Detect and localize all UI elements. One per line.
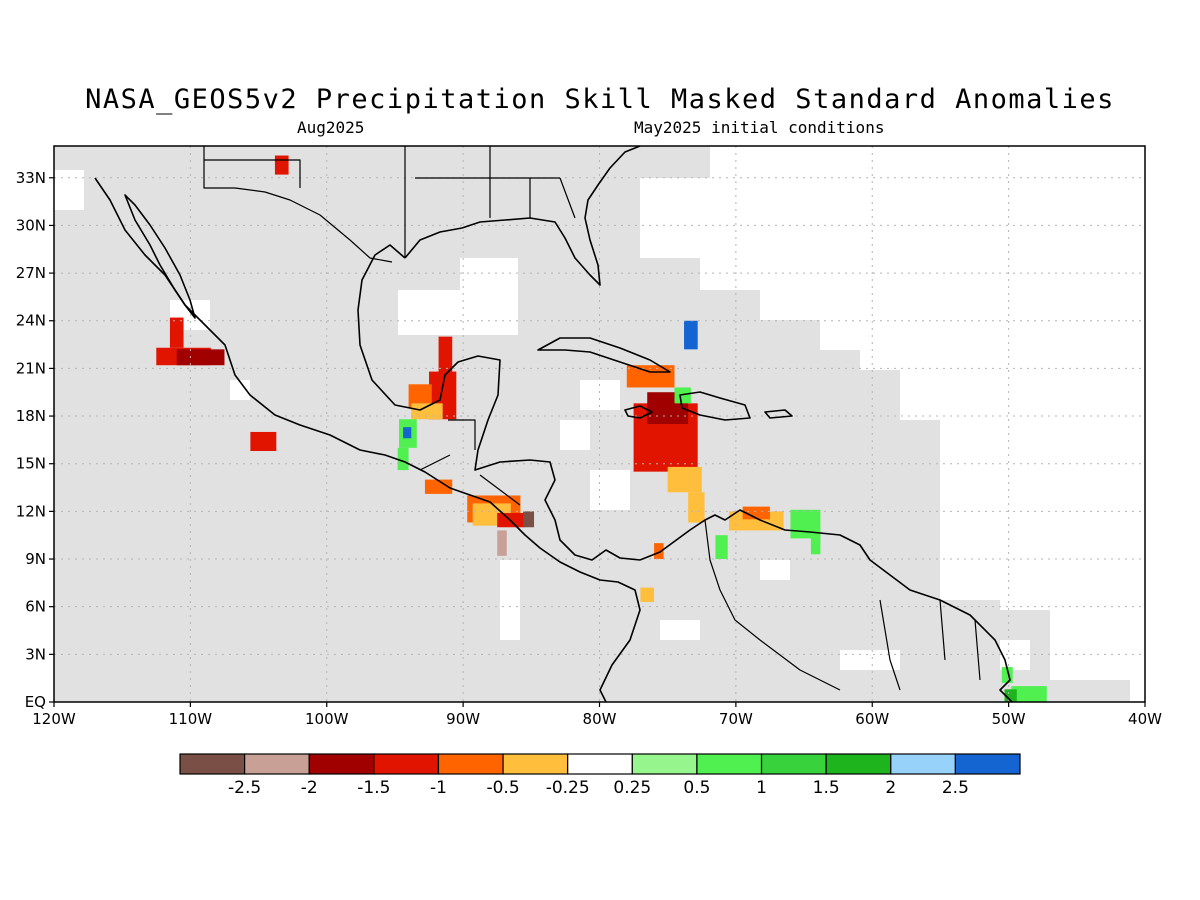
lon-tick-label: 60W [855, 710, 889, 728]
anomaly-patch-26 [810, 535, 821, 555]
anomaly-patch-24 [742, 506, 770, 520]
anomaly-patch-32 [1001, 667, 1013, 683]
anomaly-patch-7 [408, 384, 432, 409]
coast-jamaica [624, 405, 653, 419]
coast-south-america [639, 509, 1013, 702]
anomaly-patch-3 [250, 431, 277, 452]
valid-month-label: Aug2025 [297, 118, 365, 137]
border-us-states [204, 146, 576, 258]
coast-gulf [357, 244, 641, 561]
anomaly-patch-27 [684, 320, 698, 350]
anomaly-patch-8 [411, 403, 443, 420]
colorbar-label: 2.5 [942, 778, 969, 798]
coast-mexico-pacific [94, 177, 641, 702]
anomaly-patch-30 [654, 543, 664, 560]
colorbar-swatch [825, 753, 892, 775]
anomaly-patch-29 [715, 535, 728, 560]
lon-tick-label: 70W [719, 710, 753, 728]
lat-tick-label: 3N [25, 645, 46, 663]
anomaly-patch-11 [397, 447, 409, 471]
anomaly-patches [156, 155, 1047, 702]
colorbar-swatch [954, 753, 1021, 775]
lon-tick-label: 90W [446, 710, 480, 728]
border-us-mexico [203, 146, 393, 263]
lon-tick-label: 120W [32, 710, 76, 728]
border-central-america [419, 419, 521, 506]
coast-cuba [537, 337, 671, 373]
lon-tick-label: 80W [583, 710, 617, 728]
anomaly-patch-4 [274, 155, 289, 175]
anomaly-patch-22 [688, 492, 705, 523]
anomaly-patch-17 [497, 530, 507, 556]
mask-pacific-strip [420, 560, 520, 702]
colorbar-swatch [179, 753, 246, 775]
latitude-tick-labels: EQ 3N 6N 9N 12N 15N 18N 21N 24N 27N 30N 33N [16, 169, 54, 711]
lat-tick-label: 33N [16, 169, 46, 187]
anomaly-patch-25 [790, 509, 821, 539]
colorbar-swatch [502, 753, 569, 775]
lon-tick-label: 110W [169, 710, 213, 728]
anomaly-patch-10 [403, 427, 412, 439]
anomaly-patch-28 [674, 387, 691, 404]
map-title: NASA_GEOS5v2 Precipitation Skill Masked … [85, 84, 1115, 115]
lon-tick-label: 50W [992, 710, 1026, 728]
colorbar-label: -2 [301, 778, 318, 798]
colorbar-label: 1.5 [813, 778, 840, 798]
lat-tick-label: 18N [16, 407, 46, 425]
lat-tick-label: 30N [16, 216, 46, 234]
lon-tick-label: 100W [305, 710, 349, 728]
anomaly-patch-31 [640, 587, 655, 602]
colorbar-swatch [244, 753, 310, 775]
coast-hispaniola [679, 391, 751, 421]
colorbar-label: 0.5 [683, 778, 710, 798]
colorbar-swatch [760, 753, 827, 775]
coast-us-gulf [404, 146, 641, 286]
skill-mask-region [54, 146, 1130, 702]
colorbar-swatch [308, 753, 375, 775]
coastlines [94, 146, 1013, 702]
colorbar-swatch [567, 753, 633, 775]
colorbar-swatch [373, 753, 440, 775]
lat-tick-label: 24N [16, 312, 46, 330]
lat-lon-grid [54, 146, 1145, 702]
lat-tick-label: 15N [16, 455, 46, 473]
lon-tick-label: 40W [1128, 710, 1162, 728]
colorbar-swatch [696, 753, 763, 775]
border-south-america [704, 519, 981, 691]
coast-puerto-rico [764, 409, 793, 419]
lat-tick-label: 12N [16, 502, 46, 520]
initial-conditions-label: May2025 initial conditions [634, 118, 885, 137]
colorbar-swatch [437, 753, 504, 775]
colorbar-legend: -2.5 -2 -1.5 -1 -0.5 -0.25 0.25 0.5 1 1.5 2 2.5 [179, 753, 1021, 798]
colorbar-label: -1.5 [357, 778, 390, 798]
lat-tick-label: 9N [25, 550, 46, 568]
anomaly-patch-1 [169, 317, 184, 348]
colorbar-label: 1 [756, 778, 767, 798]
anomaly-patch-2 [176, 349, 225, 366]
longitude-tick-labels: 120W 110W 100W 90W 80W 70W 60W 50W 40W [32, 702, 1162, 728]
lat-tick-label: EQ [25, 693, 46, 711]
colorbar-swatch [631, 753, 698, 775]
anomaly-patch-33 [1011, 686, 1047, 702]
lat-tick-label: 6N [25, 598, 46, 616]
lat-tick-label: 21N [16, 359, 46, 377]
lat-tick-label: 27N [16, 264, 46, 282]
colorbar-label: -1 [430, 778, 447, 798]
mask-south-america [600, 540, 1130, 702]
colorbar-label: -0.25 [546, 778, 590, 798]
anomaly-patch-21 [667, 466, 702, 493]
colorbar-label: -0.5 [486, 778, 519, 798]
colorbar-label: 0.25 [613, 778, 651, 798]
anomaly-patch-34 [1004, 689, 1017, 702]
anomaly-patch-18 [626, 365, 675, 388]
colorbar-swatch [890, 753, 956, 775]
colorbar-label: -2.5 [228, 778, 261, 798]
anomaly-patch-16 [523, 511, 535, 528]
colorbar-label: 2 [885, 778, 896, 798]
anomaly-patch-12 [424, 479, 453, 494]
coast-baja [124, 194, 196, 319]
